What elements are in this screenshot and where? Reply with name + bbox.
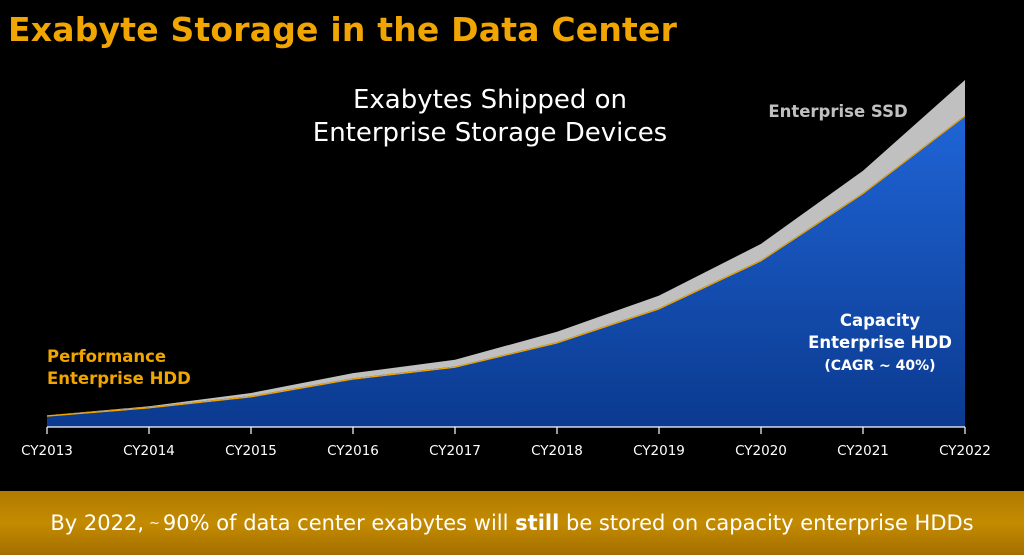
x-tick-label: CY2015	[225, 443, 277, 459]
x-tick-label: CY2016	[327, 443, 379, 459]
capacity-hdd-label-line-3: (CAGR ~ 40%)	[824, 358, 935, 374]
x-tick-label: CY2019	[633, 443, 685, 459]
x-tick-label: CY2018	[531, 443, 583, 459]
banner-prefix: By 2022,	[50, 511, 145, 535]
area-chart: Exabytes Shipped on Enterprise Storage D…	[21, 80, 991, 459]
x-tick-label: CY2013	[21, 443, 73, 459]
banner-approx: ~	[149, 515, 160, 531]
summary-banner: By 2022, ~ 90% of data center exabytes w…	[0, 491, 1024, 555]
slide-title: Exabyte Storage in the Data Center	[8, 10, 678, 49]
enterprise-ssd-area	[47, 80, 965, 416]
x-tick-label: CY2022	[939, 443, 991, 459]
x-tick-label: CY2014	[123, 443, 175, 459]
banner-suffix: be stored on capacity enterprise HDDs	[565, 511, 974, 535]
capacity-hdd-label-line-1: Capacity	[840, 311, 921, 330]
banner-mid: 90% of data center exabytes will	[162, 511, 509, 535]
x-tick-label: CY2017	[429, 443, 481, 459]
chart-title-line-2: Enterprise Storage Devices	[313, 118, 667, 148]
x-tick-label: CY2020	[735, 443, 787, 459]
performance-hdd-label-line-1: Performance	[47, 347, 166, 366]
enterprise-ssd-label-line-1: Enterprise SSD	[768, 102, 907, 121]
chart-title-line-1: Exabytes Shipped on	[353, 85, 627, 115]
x-tick-label: CY2021	[837, 443, 889, 459]
banner-emphasis: still	[515, 511, 560, 535]
performance-hdd-label-line-2: Enterprise HDD	[47, 369, 191, 388]
capacity-hdd-label-line-2: Enterprise HDD	[808, 333, 952, 352]
capacity-hdd-area	[47, 116, 965, 428]
